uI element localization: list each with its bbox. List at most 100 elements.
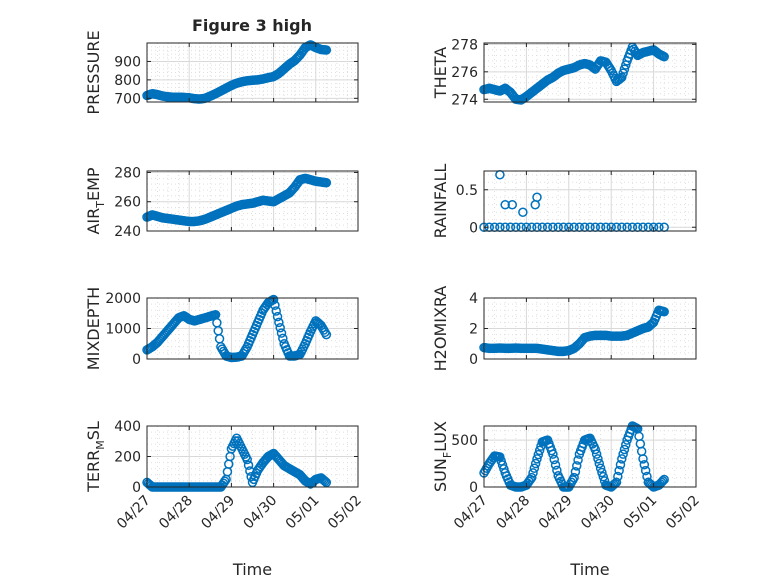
x-tick-label: 05/01 [283, 493, 323, 533]
panel-3: 240 260 280 AIRTEMP [84, 165, 359, 240]
data-point [605, 63, 615, 74]
data-point [615, 73, 626, 84]
data-point [497, 460, 508, 470]
x-axis-label: Time [232, 560, 272, 579]
plot-area [484, 171, 696, 231]
y-tick-label: 200 [114, 450, 141, 466]
data-point [321, 177, 332, 188]
x-tick-label: 04/28 [493, 493, 533, 533]
data-point [597, 467, 607, 478]
data-point [220, 476, 230, 487]
data-point [530, 458, 541, 469]
y-tick-label: 2 [469, 322, 478, 338]
panel-4: 0 0.5 RAINFALL [431, 164, 697, 239]
data-point [549, 454, 559, 465]
y-axis-label: MIXDEPTH [84, 287, 103, 370]
data-point [518, 207, 528, 217]
y-axis-label: H2OMIXRA [431, 286, 450, 372]
y-tick-label: 2000 [105, 291, 141, 307]
axis-box [483, 425, 697, 488]
data-point [570, 467, 581, 477]
y-tick-label: 700 [114, 91, 141, 107]
y-tick-label: 278 [451, 37, 478, 53]
data-point [500, 200, 510, 210]
y-tick-label: 280 [114, 165, 141, 181]
data-point [272, 311, 283, 322]
data-point [615, 459, 626, 470]
data-point [321, 329, 332, 340]
data-point [274, 317, 284, 328]
y-tick-label: 0.5 [456, 183, 478, 199]
data-point [532, 454, 542, 464]
data-point [276, 328, 287, 338]
y-tick-label: 276 [451, 65, 478, 81]
data-point [270, 300, 280, 310]
data-point [618, 68, 628, 78]
data-point [656, 477, 667, 488]
y-tick-label: 240 [114, 224, 141, 240]
y-axis-label: AIRTEMP [84, 167, 107, 234]
y-axis-label: SUNFLUX [431, 421, 454, 492]
data-point [640, 465, 651, 476]
data-point [609, 479, 619, 490]
data-point [617, 72, 627, 83]
data-point [242, 454, 252, 465]
data-point [534, 445, 545, 456]
panel-6: 0 2 4 H2OMIXRA [431, 286, 697, 372]
data-point [321, 45, 332, 55]
y-axis-label: RAINFALL [431, 164, 450, 239]
data-point [619, 64, 630, 74]
data-point [614, 465, 624, 476]
data-point [573, 455, 583, 465]
x-tick-label: 04/29 [198, 493, 238, 533]
data-point [495, 452, 505, 462]
data-point [569, 472, 579, 483]
data-point [593, 454, 603, 464]
data-point [591, 449, 602, 459]
x-tick-label: 05/02 [663, 493, 703, 533]
data-point [548, 449, 558, 459]
data-point [621, 440, 631, 450]
y-tick-label: 260 [114, 195, 141, 211]
data-point [271, 306, 281, 316]
data-point [268, 294, 279, 305]
data-point [552, 465, 562, 476]
panel-1: 700 800 900 PRESSURE [84, 30, 359, 115]
data-point [533, 449, 544, 460]
y-tick-label: 4 [469, 291, 478, 307]
y-axis-label: PRESSURE [84, 30, 103, 114]
data-point [320, 476, 330, 487]
y-tick-label: 0 [132, 352, 141, 368]
data-point [529, 463, 540, 473]
data-point [659, 306, 669, 317]
y-tick-label: 500 [451, 433, 478, 449]
data-point [507, 200, 518, 210]
data-point [526, 472, 537, 483]
data-point [595, 463, 606, 473]
x-tick-label: 04/27 [451, 493, 491, 533]
y-tick-label: 274 [451, 92, 478, 108]
x-tick-label: 05/02 [325, 493, 365, 533]
data-point [278, 333, 288, 344]
x-tick-label: 04/28 [156, 493, 196, 533]
axis-box [483, 42, 697, 103]
data-point [598, 471, 608, 482]
x-tick-label: 04/30 [578, 493, 618, 533]
axis-box [483, 170, 697, 232]
y-axis-label: TERRMSL [84, 421, 107, 493]
data-point [496, 456, 506, 466]
data-point [618, 449, 628, 459]
data-point [532, 192, 542, 202]
y-axis-label: THETA [431, 47, 450, 99]
data-point [611, 477, 622, 488]
axis-box [146, 42, 359, 103]
x-tick-label: 04/30 [241, 493, 281, 533]
data-point [659, 474, 669, 485]
x-axis-label: Time [569, 560, 609, 579]
y-tick-label: 0 [469, 220, 478, 236]
data-point [321, 477, 332, 488]
figure-title: Figure 3 high [192, 16, 312, 35]
data-point [550, 460, 561, 470]
y-tick-label: 900 [114, 54, 141, 70]
